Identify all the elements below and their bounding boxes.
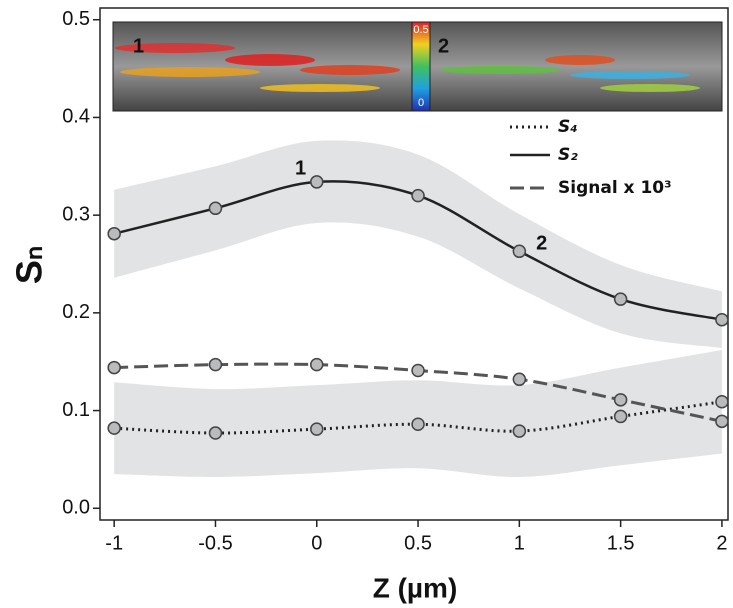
x-tick-label: -0.5	[198, 532, 232, 554]
annotation: 2	[536, 233, 547, 255]
inset-label: 1	[133, 35, 144, 57]
data-point	[613, 393, 628, 407]
data-point	[512, 244, 527, 259]
x-tick-label: 0	[311, 532, 322, 554]
data-point	[310, 422, 324, 436]
data-point	[613, 409, 628, 424]
x-tick-label: 1	[514, 532, 525, 554]
data-point	[715, 395, 729, 409]
data-point	[310, 175, 324, 189]
data-point	[208, 426, 223, 440]
legend-label: S₄	[558, 117, 578, 137]
annotation: 1	[295, 158, 306, 180]
data-point	[107, 421, 121, 435]
y-tick-label: 0.2	[62, 301, 90, 323]
data-point	[208, 201, 223, 216]
y-tick-label: 0.0	[62, 497, 90, 519]
x-tick-label: 2	[716, 532, 727, 554]
data-point	[411, 417, 425, 431]
y-axis-label: Sₙ	[9, 246, 50, 284]
y-tick-label: 0.1	[62, 399, 90, 421]
data-point	[107, 360, 121, 375]
data-point	[411, 363, 425, 378]
colorbar-label: 0.5	[413, 24, 428, 36]
axes-frame	[99, 7, 729, 521]
colorbar-label: 0	[418, 97, 424, 109]
y-tick-label: 0.5	[62, 8, 90, 30]
x-tick-label: 0.5	[404, 532, 432, 554]
y-tick-label: 0.3	[62, 203, 90, 225]
data-point	[512, 372, 527, 387]
data-point	[208, 357, 223, 372]
data-point	[310, 357, 324, 372]
data-point	[715, 414, 729, 429]
legend-label: Signal x 10³	[558, 178, 672, 198]
x-tick-label: 1.5	[607, 532, 635, 554]
data-point	[411, 188, 425, 203]
error-band	[114, 349, 722, 478]
error-band	[114, 140, 722, 349]
data-point	[613, 292, 628, 306]
legend-label: S₂	[558, 145, 578, 165]
data-point	[512, 424, 527, 438]
inset-label: 2	[438, 35, 449, 57]
x-tick-label: -1	[105, 532, 123, 554]
data-point	[715, 312, 729, 327]
x-axis-label: Z (µm)	[373, 572, 458, 603]
inset-image: 1 2 0.5 0	[112, 21, 723, 112]
data-point	[107, 226, 121, 241]
y-tick-label: 0.4	[62, 106, 90, 128]
